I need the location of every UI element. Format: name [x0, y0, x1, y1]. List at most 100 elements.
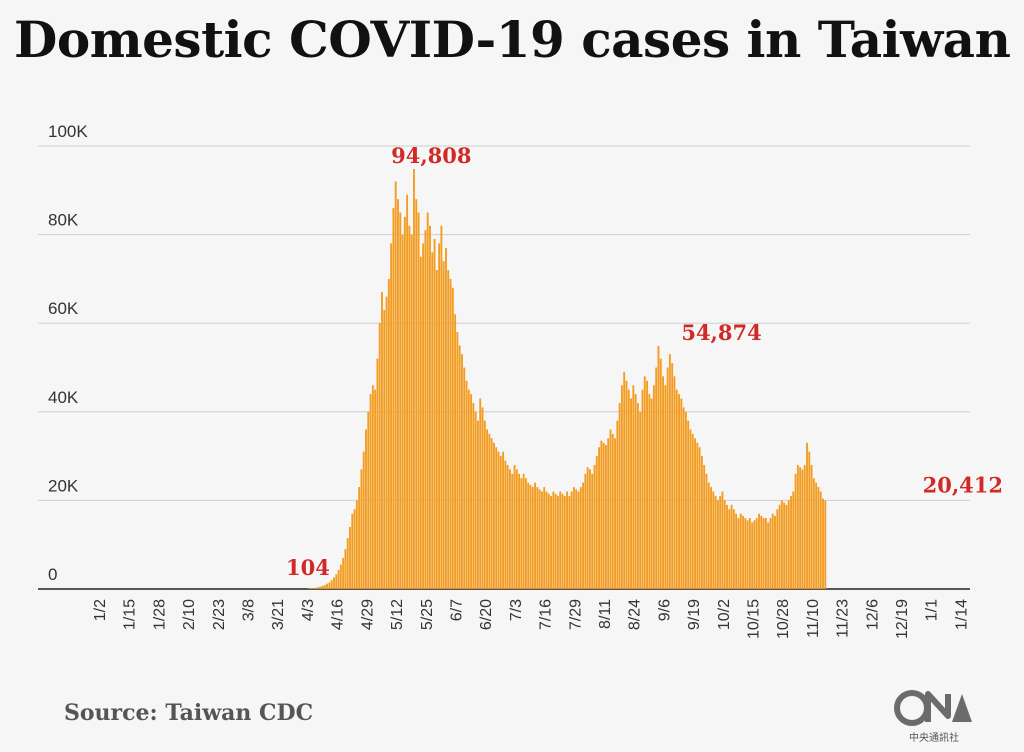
bar — [806, 442, 808, 589]
x-tick-label: 6/7 — [448, 599, 465, 621]
bar — [374, 389, 377, 589]
bar — [758, 513, 760, 589]
bar — [598, 447, 601, 589]
bar — [323, 585, 326, 589]
bar — [353, 509, 356, 589]
bar — [557, 495, 559, 589]
bar — [794, 473, 797, 589]
bar — [799, 467, 802, 589]
bar — [454, 314, 457, 589]
bar — [774, 515, 776, 589]
x-tick-label: 1/28 — [151, 599, 168, 630]
bar — [639, 411, 642, 589]
bar — [796, 464, 799, 589]
bar — [641, 389, 644, 589]
bar — [310, 588, 313, 589]
bar — [401, 234, 404, 589]
bar — [463, 367, 466, 589]
bar — [545, 491, 548, 589]
annotation-label: 54,874 — [681, 320, 761, 345]
bar — [735, 513, 738, 589]
bar — [778, 504, 781, 589]
bar — [328, 582, 331, 589]
bar — [632, 385, 635, 589]
bar — [431, 252, 434, 589]
bar — [568, 495, 571, 589]
bar — [792, 491, 795, 589]
bar — [819, 491, 822, 589]
bar — [392, 208, 395, 589]
bar — [636, 402, 639, 589]
bar — [390, 243, 393, 589]
bar — [415, 199, 418, 589]
bar — [399, 212, 402, 589]
bar — [730, 504, 733, 589]
bar — [365, 429, 367, 589]
bar — [358, 487, 361, 589]
bar — [367, 411, 370, 589]
bar — [744, 518, 747, 589]
bar — [650, 398, 653, 589]
bar — [657, 345, 660, 589]
bar — [769, 518, 772, 589]
bar — [349, 526, 351, 589]
bar — [630, 398, 632, 589]
x-tick-label: 1/2 — [92, 599, 109, 621]
bar — [511, 473, 514, 589]
bar — [493, 442, 495, 589]
x-tick-label: 5/25 — [419, 599, 436, 630]
bar — [742, 515, 744, 589]
x-tick-label: 12/19 — [894, 599, 911, 639]
bar — [442, 261, 445, 589]
annotation-label: 20,412 — [923, 473, 1003, 498]
bar — [449, 278, 452, 589]
x-tick-label: 6/20 — [478, 599, 495, 630]
bar — [595, 456, 598, 589]
bar — [707, 482, 710, 589]
bar — [383, 309, 386, 589]
bar — [509, 469, 511, 589]
bar — [705, 473, 708, 589]
y-tick-label: 20K — [48, 476, 79, 495]
bar — [716, 500, 719, 589]
bar — [312, 588, 315, 589]
bar — [591, 473, 594, 589]
bar — [314, 587, 317, 589]
bar — [689, 429, 692, 589]
bar — [433, 239, 436, 589]
bar — [678, 394, 680, 589]
bar — [767, 522, 770, 589]
x-tick-label: 7/3 — [508, 599, 525, 621]
bar — [406, 194, 409, 589]
bar — [790, 495, 792, 589]
bar — [520, 478, 523, 589]
x-tick-label: 12/6 — [864, 599, 881, 630]
bar — [785, 504, 788, 589]
bar — [620, 385, 623, 589]
bar — [342, 557, 345, 589]
bar — [627, 389, 630, 589]
bar — [652, 385, 655, 589]
bar — [513, 464, 516, 589]
bar — [680, 398, 683, 589]
bar — [387, 278, 390, 589]
y-tick-label: 60K — [48, 299, 79, 318]
x-tick-label: 7/16 — [538, 599, 555, 630]
bar — [559, 491, 562, 589]
bar — [378, 323, 381, 589]
bar — [575, 489, 578, 589]
bar — [694, 438, 696, 589]
bar — [488, 433, 491, 589]
bar — [339, 564, 342, 589]
bar — [467, 389, 470, 589]
bar — [776, 509, 779, 589]
bar — [355, 500, 358, 589]
x-tick-label: 8/11 — [597, 599, 614, 629]
bar — [371, 385, 374, 589]
bar — [737, 518, 740, 589]
bar — [360, 469, 363, 589]
x-tick-label: 3/21 — [270, 599, 287, 630]
bar — [335, 574, 338, 589]
bar — [490, 438, 493, 589]
bar — [662, 376, 664, 589]
